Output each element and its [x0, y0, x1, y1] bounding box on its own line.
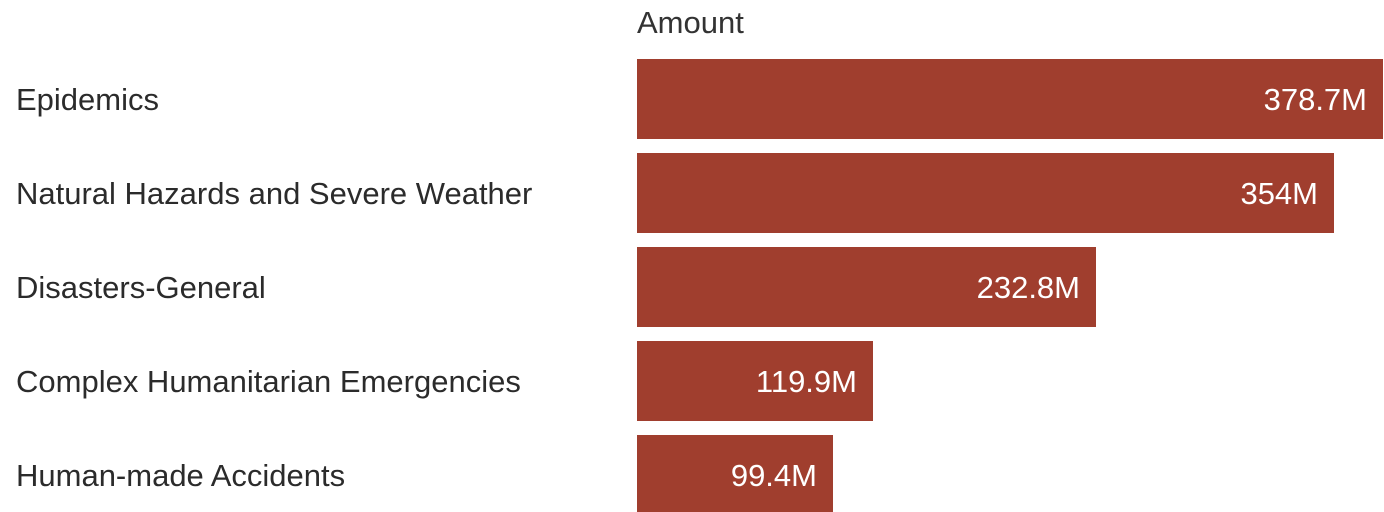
- category-label-human-made-accidents: Human-made Accidents: [16, 458, 345, 493]
- category-label-complex-humanitarian-emergencies: Complex Humanitarian Emergencies: [16, 364, 521, 399]
- bar-natural-hazards-and-severe-weather[interactable]: [637, 153, 1334, 233]
- bar-rows: Epidemics 378.7M Natural Hazards and Sever…: [16, 59, 1383, 512]
- value-label-complex-humanitarian-emergencies: 119.9M: [756, 364, 857, 399]
- category-label-epidemics: Epidemics: [16, 82, 159, 117]
- value-label-human-made-accidents: 99.4M: [731, 458, 817, 493]
- value-label-disasters-general: 232.8M: [977, 270, 1080, 305]
- bar-complex-humanitarian-emergencies[interactable]: [637, 341, 873, 421]
- bar-epidemics[interactable]: [637, 59, 1383, 139]
- value-label-natural-hazards-and-severe-weather: 354M: [1240, 176, 1318, 211]
- value-label-epidemics: 378.7M: [1264, 82, 1367, 117]
- bar-human-made-accidents[interactable]: [637, 435, 833, 512]
- column-header-amount: Amount: [637, 5, 744, 40]
- category-label-natural-hazards-and-severe-weather: Natural Hazards and Severe Weather: [16, 176, 532, 211]
- category-label-disasters-general: Disasters-General: [16, 270, 266, 305]
- bar-disasters-general[interactable]: [637, 247, 1096, 327]
